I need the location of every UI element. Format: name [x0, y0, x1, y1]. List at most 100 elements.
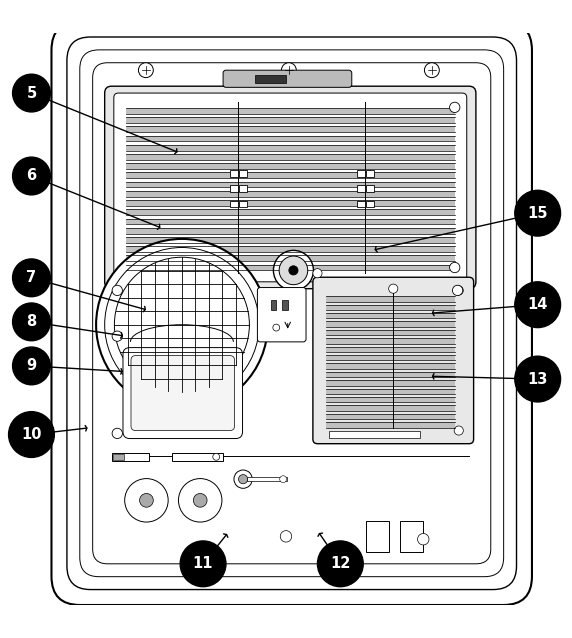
Bar [366, 170, 374, 177]
FancyBboxPatch shape [51, 22, 532, 605]
Circle shape [515, 356, 561, 402]
Bar [271, 300, 276, 311]
Bar [326, 313, 455, 318]
Circle shape [454, 286, 463, 295]
Bar [126, 219, 455, 225]
Circle shape [418, 533, 429, 545]
Text: 12: 12 [330, 556, 351, 571]
Bar [239, 200, 247, 207]
Bar [329, 431, 420, 438]
Text: 7: 7 [26, 271, 37, 285]
Bar [326, 346, 455, 352]
Circle shape [454, 426, 463, 435]
Circle shape [13, 157, 50, 195]
Circle shape [13, 74, 50, 112]
Circle shape [96, 239, 268, 410]
Bar [126, 117, 455, 123]
Bar [326, 330, 455, 335]
Circle shape [178, 478, 222, 522]
Circle shape [9, 412, 54, 457]
FancyBboxPatch shape [114, 93, 467, 282]
Circle shape [13, 259, 50, 297]
Circle shape [13, 347, 50, 385]
Bar [400, 521, 423, 553]
FancyBboxPatch shape [313, 278, 474, 443]
FancyBboxPatch shape [67, 37, 517, 590]
Bar [126, 136, 455, 142]
Bar [126, 126, 455, 132]
Bar [113, 454, 124, 460]
FancyBboxPatch shape [257, 288, 306, 342]
Circle shape [13, 303, 50, 341]
Circle shape [180, 541, 226, 587]
Bar [326, 355, 455, 360]
Circle shape [239, 475, 248, 484]
Bar [126, 154, 455, 160]
Bar [357, 185, 365, 192]
Circle shape [515, 190, 561, 236]
Bar [366, 521, 389, 553]
Circle shape [279, 256, 308, 285]
Bar [126, 255, 455, 261]
Bar [247, 477, 287, 482]
Bar [282, 300, 288, 311]
Bar [366, 185, 374, 192]
Circle shape [313, 269, 322, 278]
Text: 9: 9 [26, 359, 37, 373]
Bar [126, 209, 455, 215]
Circle shape [213, 454, 220, 460]
Bar [230, 200, 238, 207]
Bar [326, 422, 455, 427]
FancyBboxPatch shape [105, 86, 476, 288]
Bar [255, 75, 286, 84]
Bar [126, 200, 455, 206]
Bar [126, 265, 455, 271]
Circle shape [114, 257, 249, 392]
Bar [126, 191, 455, 197]
Bar [326, 364, 455, 369]
Text: 13: 13 [527, 371, 548, 387]
Circle shape [317, 541, 363, 587]
Bar [239, 170, 247, 177]
FancyBboxPatch shape [80, 50, 503, 577]
FancyBboxPatch shape [123, 348, 243, 438]
Bar [326, 322, 455, 327]
Bar [230, 185, 238, 192]
Bar [126, 182, 455, 188]
Circle shape [289, 266, 298, 275]
Circle shape [452, 285, 463, 295]
Bar [126, 145, 455, 151]
Bar [326, 372, 455, 377]
Circle shape [280, 476, 287, 482]
Bar [366, 200, 374, 207]
Bar [126, 163, 455, 169]
Circle shape [450, 102, 460, 112]
Bar [230, 170, 238, 177]
Text: 6: 6 [26, 168, 37, 184]
Circle shape [112, 331, 122, 341]
Circle shape [388, 284, 398, 293]
Circle shape [112, 428, 122, 438]
Circle shape [450, 262, 460, 272]
Circle shape [138, 63, 153, 78]
Text: 5: 5 [26, 85, 37, 101]
Bar [326, 296, 455, 302]
Bar [357, 200, 365, 207]
Bar [326, 406, 455, 411]
Bar [357, 170, 365, 177]
Circle shape [273, 250, 313, 290]
Text: 11: 11 [193, 556, 213, 571]
Bar [326, 304, 455, 310]
Bar [126, 172, 455, 178]
Circle shape [193, 493, 207, 507]
Bar [326, 414, 455, 419]
Bar [326, 389, 455, 394]
Text: 15: 15 [527, 205, 548, 221]
Text: 10: 10 [21, 427, 42, 442]
Circle shape [281, 63, 296, 78]
Bar [126, 228, 455, 234]
Circle shape [424, 63, 439, 78]
Bar [126, 246, 455, 252]
Bar [172, 453, 223, 461]
Circle shape [125, 478, 168, 522]
